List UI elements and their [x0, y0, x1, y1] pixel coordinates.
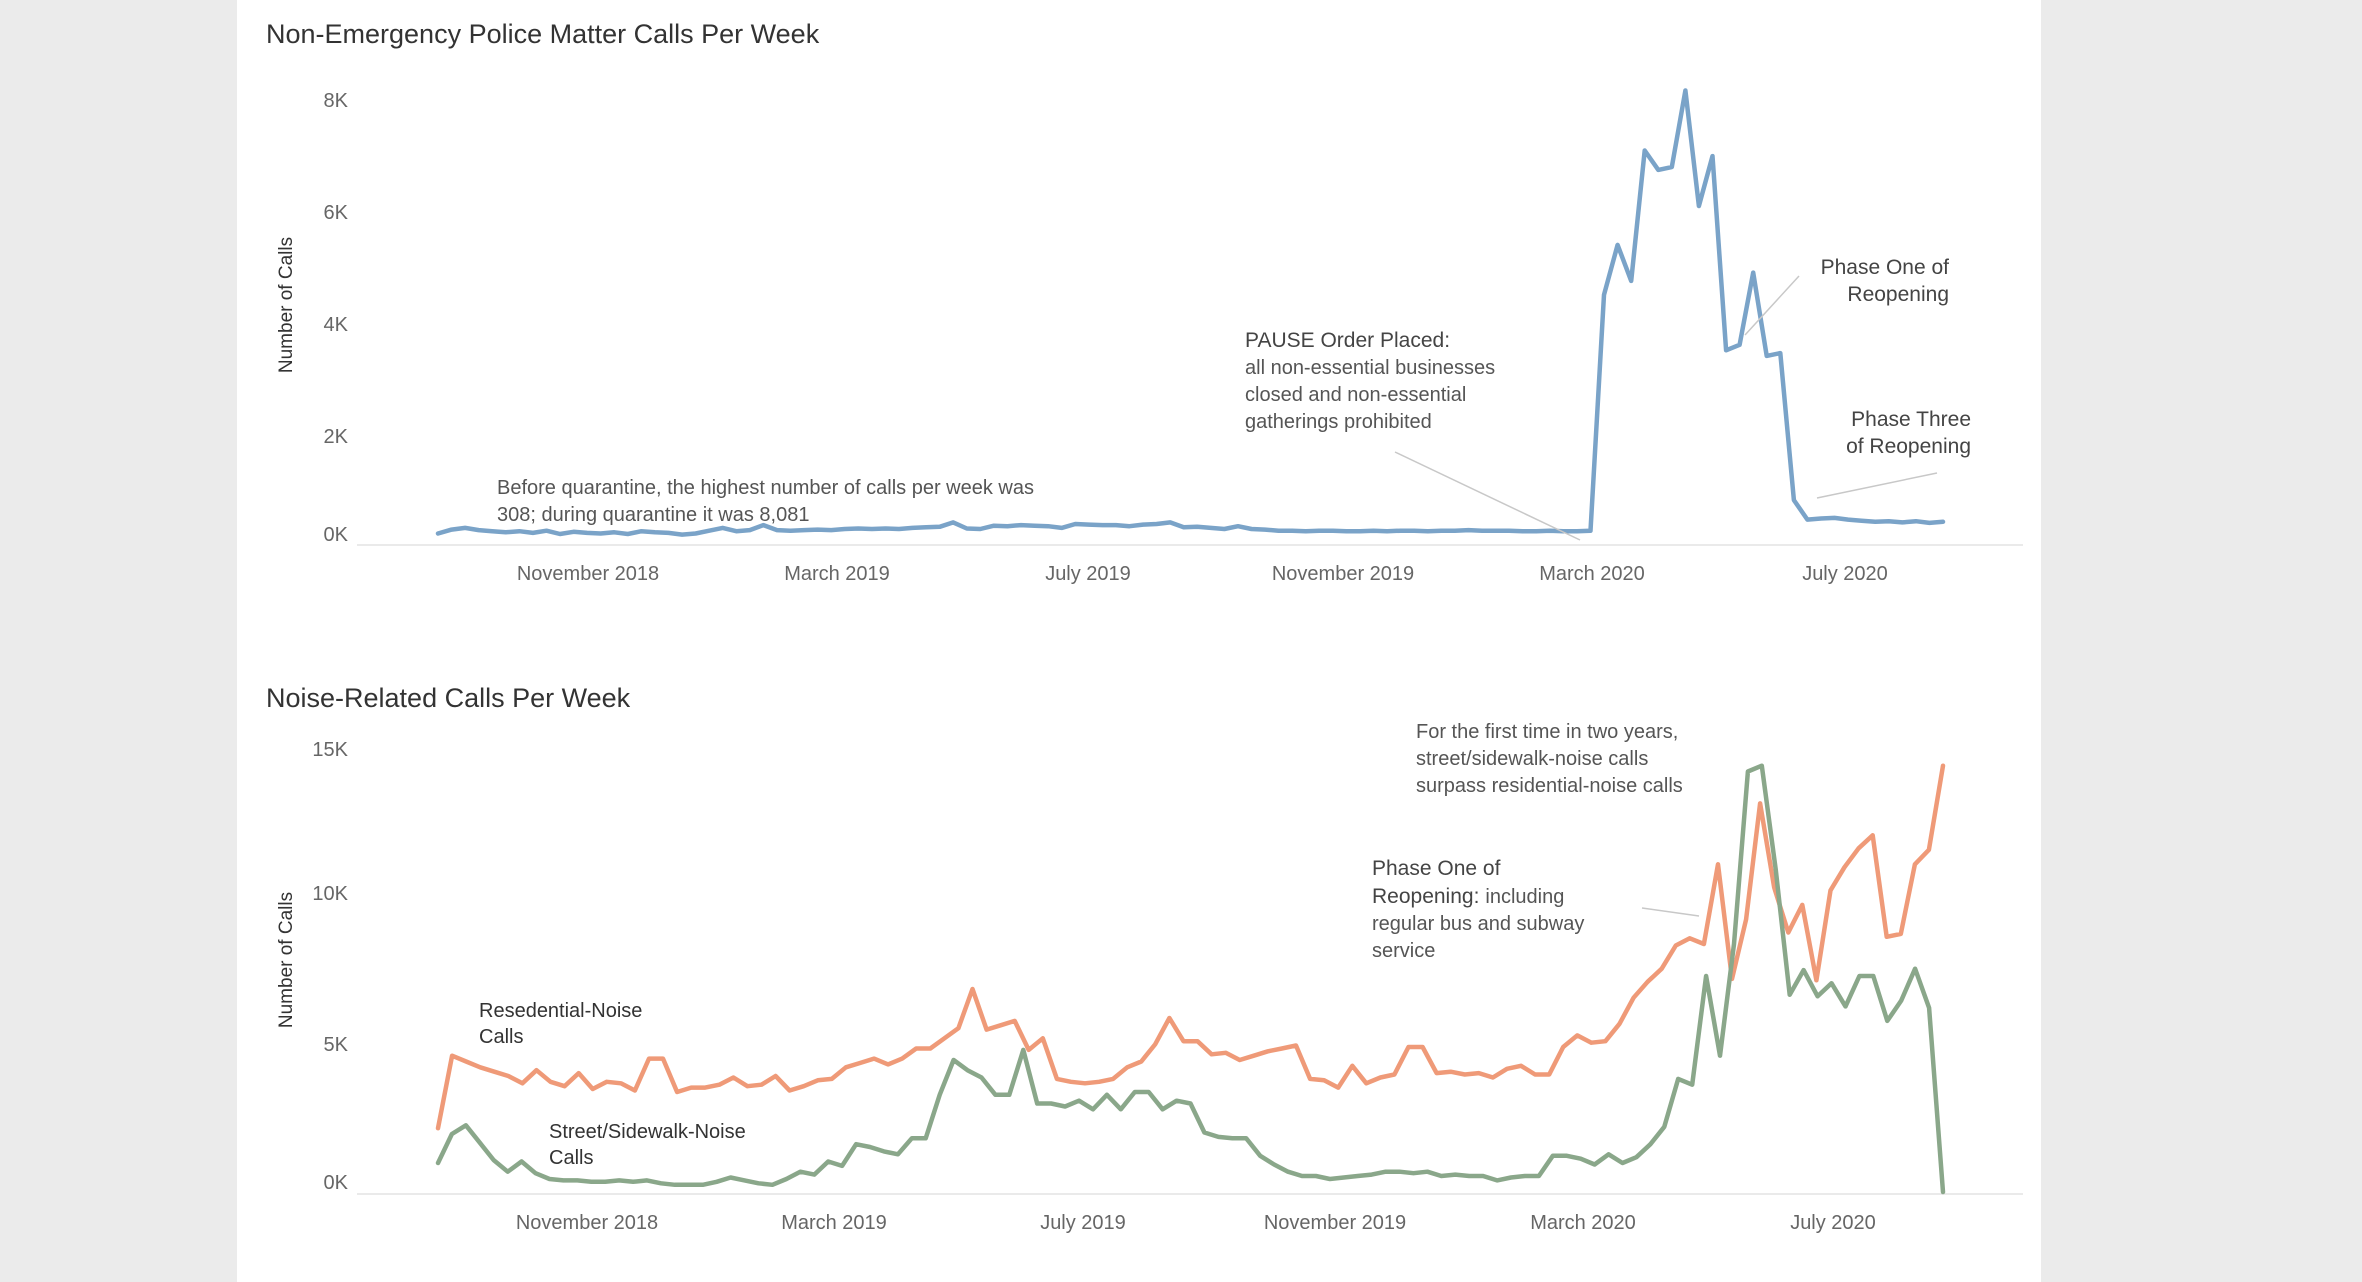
x-tick-label: March 2019 [784, 563, 890, 585]
x-tick-label: March 2019 [781, 1212, 887, 1234]
police-series-group [435, 88, 1946, 537]
police-calls-line [435, 88, 1946, 537]
y-tick-label: 0K [324, 524, 349, 546]
annotation-line: all non-essential businesses [1245, 357, 1495, 379]
police-calls-chart: Non-Emergency Police Matter Calls Per We… [266, 19, 2023, 585]
annotation-connector [1744, 275, 1800, 336]
chart-title: Non-Emergency Police Matter Calls Per We… [266, 19, 820, 49]
y-axis-ticks: 8K 6K 4K 2K 0K [324, 90, 349, 546]
x-tick-label: July 2020 [1802, 563, 1888, 585]
annotation-phase-one-noise: Phase One of Reopening: including regular… [1372, 857, 1700, 962]
annotation-connector [1641, 907, 1700, 917]
y-tick-label: 0K [324, 1172, 349, 1194]
annotation-heading-row: Reopening: including [1372, 885, 1564, 908]
dashboard-svg: Non-Emergency Police Matter Calls Per We… [266, 19, 2023, 1234]
noise-calls-chart: Noise-Related Calls Per Week Number of C… [266, 683, 2023, 1234]
x-axis-ticks: November 2018 March 2019 July 2019 Novem… [517, 563, 1888, 585]
annotation-line: street/sidewalk-noise calls [1416, 748, 1648, 770]
annotation-residential-label: Resedential-Noise Calls [479, 1000, 642, 1048]
series-label: Calls [479, 1026, 523, 1048]
annotation-line: gatherings prohibited [1245, 411, 1432, 433]
annotation-line: service [1372, 940, 1435, 962]
x-tick-label: March 2020 [1530, 1212, 1636, 1234]
annotation-heading: Reopening: [1372, 885, 1479, 908]
x-tick-label: November 2018 [516, 1212, 658, 1234]
x-tick-label: March 2020 [1539, 563, 1645, 585]
series-label: Resedential-Noise [479, 1000, 642, 1022]
chart-title: Noise-Related Calls Per Week [266, 683, 631, 713]
y-tick-label: 8K [324, 90, 349, 112]
x-tick-label: November 2018 [517, 563, 659, 585]
annotation-connector [1816, 472, 1938, 499]
x-tick-label: November 2019 [1264, 1212, 1406, 1234]
annotation-connector [1394, 451, 1581, 541]
y-tick-label: 5K [324, 1034, 349, 1056]
dashboard-panel: Non-Emergency Police Matter Calls Per We… [237, 0, 2041, 1282]
annotation-line: including [1485, 886, 1564, 908]
annotation-heading: Phase One of [1821, 256, 1950, 279]
noise-series-group [435, 763, 1946, 1195]
y-axis-title: Number of Calls [276, 237, 297, 373]
x-tick-label: July 2020 [1790, 1212, 1876, 1234]
annotation-heading: Phase Three [1851, 408, 1971, 431]
y-tick-label: 6K [324, 202, 349, 224]
annotation-heading: For the first time in two years, [1416, 721, 1678, 743]
y-axis-ticks: 15K 10K 5K 0K [312, 739, 348, 1194]
annotation-line: of Reopening [1846, 435, 1971, 458]
annotation-line: Before quarantine, the highest number of… [497, 477, 1034, 499]
annotation-line: 308; during quarantine it was 8,081 [497, 504, 809, 526]
residential-noise-line [435, 763, 1946, 1131]
annotation-before-quarantine: Before quarantine, the highest number of… [497, 477, 1034, 526]
annotation-line: regular bus and subway [1372, 913, 1584, 935]
annotation-line: closed and non-essential [1245, 384, 1466, 406]
street-noise-line [435, 763, 1946, 1195]
x-tick-label: November 2019 [1272, 563, 1414, 585]
x-tick-label: July 2019 [1040, 1212, 1126, 1234]
annotation-street-label: Street/Sidewalk-Noise Calls [549, 1121, 746, 1169]
y-tick-label: 15K [312, 739, 348, 761]
x-axis-ticks: November 2018 March 2019 July 2019 Novem… [516, 1212, 1876, 1234]
y-tick-label: 4K [324, 314, 349, 336]
series-label: Street/Sidewalk-Noise [549, 1121, 746, 1143]
annotation-heading: Phase One of [1372, 857, 1501, 880]
y-tick-label: 10K [312, 883, 348, 905]
annotation-pause-order: PAUSE Order Placed: all non-essential bu… [1245, 329, 1581, 541]
annotation-phase-one: Phase One of Reopening [1744, 256, 1950, 336]
annotation-line: surpass residential-noise calls [1416, 775, 1683, 797]
y-axis-title: Number of Calls [276, 892, 297, 1028]
annotation-first-time: For the first time in two years, street/… [1416, 721, 1683, 797]
series-label: Calls [549, 1147, 593, 1169]
y-tick-label: 2K [324, 426, 349, 448]
annotation-line: Reopening [1847, 283, 1949, 306]
annotation-phase-three: Phase Three of Reopening [1816, 408, 1971, 499]
annotation-heading: PAUSE Order Placed: [1245, 329, 1450, 352]
x-tick-label: July 2019 [1045, 563, 1131, 585]
